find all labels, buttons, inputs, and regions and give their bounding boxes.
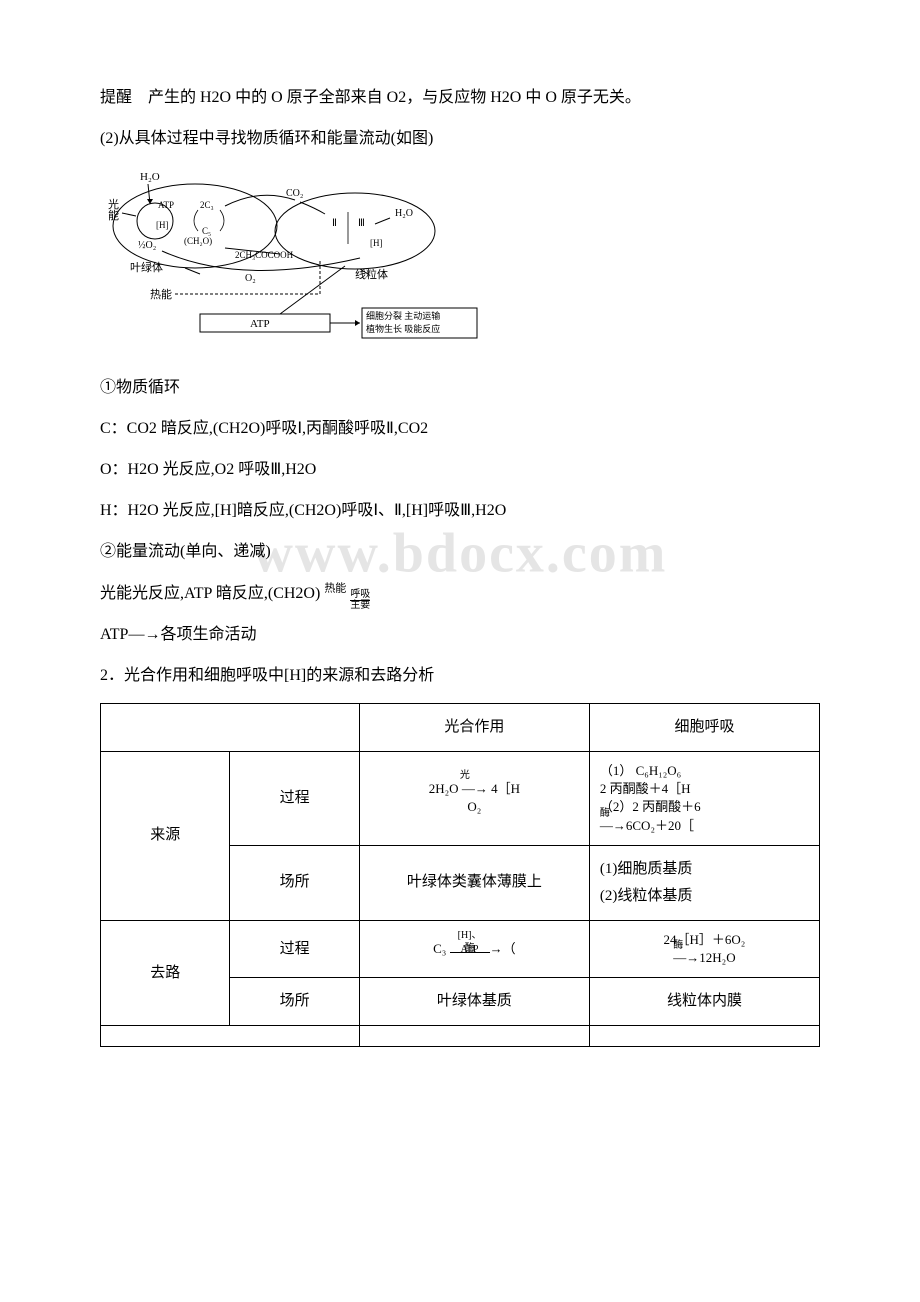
ruby-bot: 主要 <box>350 600 370 611</box>
cell-dest-loc-resp: 线粒体内膜 <box>589 978 819 1026</box>
diagram-h: [H] <box>156 220 169 230</box>
diagram-atp-box: ATP <box>250 318 270 330</box>
cell-dest-process-photo: C₃ [H]、ATP酶→（ <box>359 920 589 977</box>
diagram-half-o2: ½O₂ <box>138 240 156 251</box>
diagram-stage3: Ⅲ <box>358 218 365 229</box>
empty-cell <box>589 1026 819 1047</box>
cell-process-label2: 过程 <box>230 920 359 977</box>
energy-path-text: 光能光反应,ATP 暗反应,(CH2O) <box>100 585 320 602</box>
diagram-output1: 细胞分裂 主动运输 <box>366 310 440 321</box>
energy-heat-super: 热能 <box>324 582 346 594</box>
para-energy-flow: ②能量流动(单向、递减) <box>100 534 820 569</box>
para-2: (2)从具体过程中寻找物质循环和能量流动(如图) <box>100 121 820 156</box>
para-reminder: 提醒 产生的 H2O 中的 O 原子全部来自 O2，与反应物 H2O 中 O 原… <box>100 80 820 115</box>
energy-ruby: 呼吸 主要 <box>350 590 370 611</box>
diagram-stage2: Ⅱ <box>332 218 337 229</box>
table-row-empty <box>101 1026 820 1047</box>
diagram-o2-right: O₂ <box>245 273 256 284</box>
cell-dest: 去路 <box>101 920 230 1025</box>
cell-source: 来源 <box>101 752 230 921</box>
para-material-cycle: ①物质循环 <box>100 370 820 405</box>
diagram-h2o-top: H₂O <box>140 171 160 183</box>
table-header-row: 光合作用 细胞呼吸 <box>101 704 820 752</box>
diagram-ch2o: (CH₂O) <box>184 236 212 246</box>
para-oxygen: O：H2O 光反应,O2 呼吸Ⅲ,H2O <box>100 452 820 487</box>
empty-cell <box>101 1026 360 1047</box>
diagram-c3: 2C₃ <box>200 200 214 210</box>
diagram-heat: 热能 <box>150 287 172 301</box>
cycle-diagram: H₂O 光 能 ATP [H] 2C₃ C₅ (CH₂O) ½O₂ 叶绿体 CO… <box>100 166 480 346</box>
empty-cell <box>359 1026 589 1047</box>
para-atp-life: ATP―→各项生命活动 <box>100 617 820 652</box>
cell-location-label2: 场所 <box>230 978 359 1026</box>
diagram-atp: ATP <box>158 200 174 210</box>
diagram-c5: C₅ <box>202 226 211 236</box>
table-row: 来源 过程 2H₂O —光→ 4［HO₂ （1） C₆H₁₂O₆ 2 丙酮酸＋4… <box>101 752 820 846</box>
diagram-h2o-right: H₂O <box>395 208 413 219</box>
cell-dest-process-resp: 24［H］＋6O₂ —酶→12H₂O <box>589 920 819 977</box>
cell-source-loc-resp: (1)细胞质基质(2)线粒体基质 <box>589 845 819 920</box>
diagram-container: H₂O 光 能 ATP [H] 2C₃ C₅ (CH₂O) ½O₂ 叶绿体 CO… <box>100 166 480 359</box>
diagram-output2: 植物生长 吸能反应 <box>366 323 440 334</box>
diagram-light-energy2: 能 <box>108 208 119 222</box>
para-carbon: C：CO2 暗反应,(CH2O)呼吸Ⅰ,丙酮酸呼吸Ⅱ,CO2 <box>100 411 820 446</box>
diagram-light-energy: 光 <box>108 197 119 211</box>
cell-location-label1: 场所 <box>230 845 359 920</box>
diagram-h-right: [H] <box>370 238 383 248</box>
ruby-top: 呼吸 <box>350 590 370 600</box>
diagram-chloroplast-label: 叶绿体 <box>130 260 163 274</box>
para-energy-path: 光能光反应,ATP 暗反应,(CH2O) 热能 呼吸 主要 <box>100 576 820 611</box>
header-respiration: 细胞呼吸 <box>589 704 819 752</box>
diagram-co2: CO₂ <box>286 188 303 199</box>
para-hydrogen: H：H2O 光反应,[H]暗反应,(CH2O)呼吸Ⅰ、Ⅱ,[H]呼吸Ⅲ,H2O <box>100 493 820 528</box>
diagram-pyruvate: 2CH₃COCOOH <box>235 250 294 260</box>
cell-source-process-photo: 2H₂O —光→ 4［HO₂ <box>359 752 589 846</box>
document-content: 提醒 产生的 H2O 中的 O 原子全部来自 O2，与反应物 H2O 中 O 原… <box>100 80 820 1047</box>
cell-process-label1: 过程 <box>230 752 359 846</box>
cell-dest-loc-photo: 叶绿体基质 <box>359 978 589 1026</box>
para-section2: 2．光合作用和细胞呼吸中[H]的来源和去路分析 <box>100 658 820 693</box>
cell-source-loc-photo: 叶绿体类囊体薄膜上 <box>359 845 589 920</box>
header-photosynthesis: 光合作用 <box>359 704 589 752</box>
cell-source-process-resp: （1） C₆H₁₂O₆ 2 丙酮酸＋4［H （2）2 丙酮酸＋6 —酶→6CO₂… <box>589 752 819 846</box>
table-row: 去路 过程 C₃ [H]、ATP酶→（ 24［H］＋6O₂ —酶→12H₂O <box>101 920 820 977</box>
h-source-dest-table: 光合作用 细胞呼吸 来源 过程 2H₂O —光→ 4［HO₂ （1） C₆H₁₂… <box>100 703 820 1047</box>
header-blank <box>101 704 360 752</box>
